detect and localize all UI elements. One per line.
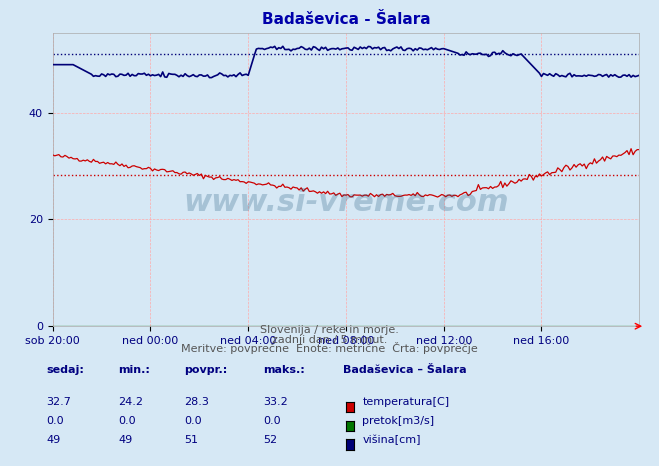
Text: 33.2: 33.2: [264, 397, 289, 407]
Text: 32.7: 32.7: [46, 397, 71, 407]
Text: višina[cm]: višina[cm]: [362, 434, 421, 445]
Text: temperatura[C]: temperatura[C]: [362, 397, 449, 407]
Text: 0.0: 0.0: [119, 416, 136, 426]
Text: 28.3: 28.3: [185, 397, 210, 407]
Text: pretok[m3/s]: pretok[m3/s]: [362, 416, 434, 426]
Text: maks.:: maks.:: [264, 365, 305, 375]
Text: 49: 49: [119, 435, 133, 445]
Text: www.si-vreme.com: www.si-vreme.com: [183, 188, 509, 218]
Text: sedaj:: sedaj:: [46, 365, 84, 375]
Text: 52: 52: [264, 435, 277, 445]
Text: 51: 51: [185, 435, 198, 445]
Text: Slovenija / reke in morje.: Slovenija / reke in morje.: [260, 325, 399, 335]
Title: Badaševica - Šalara: Badaševica - Šalara: [262, 12, 430, 27]
Text: povpr.:: povpr.:: [185, 365, 228, 375]
Text: zadnji dan / 5 minut.: zadnji dan / 5 minut.: [272, 335, 387, 344]
Text: Badaševica – Šalara: Badaševica – Šalara: [343, 365, 467, 375]
Text: 0.0: 0.0: [264, 416, 281, 426]
Text: 0.0: 0.0: [46, 416, 64, 426]
Text: 24.2: 24.2: [119, 397, 144, 407]
Text: Meritve: povprečne  Enote: metrične  Črta: povprečje: Meritve: povprečne Enote: metrične Črta:…: [181, 342, 478, 354]
Text: 49: 49: [46, 435, 61, 445]
Text: min.:: min.:: [119, 365, 150, 375]
Text: 0.0: 0.0: [185, 416, 202, 426]
